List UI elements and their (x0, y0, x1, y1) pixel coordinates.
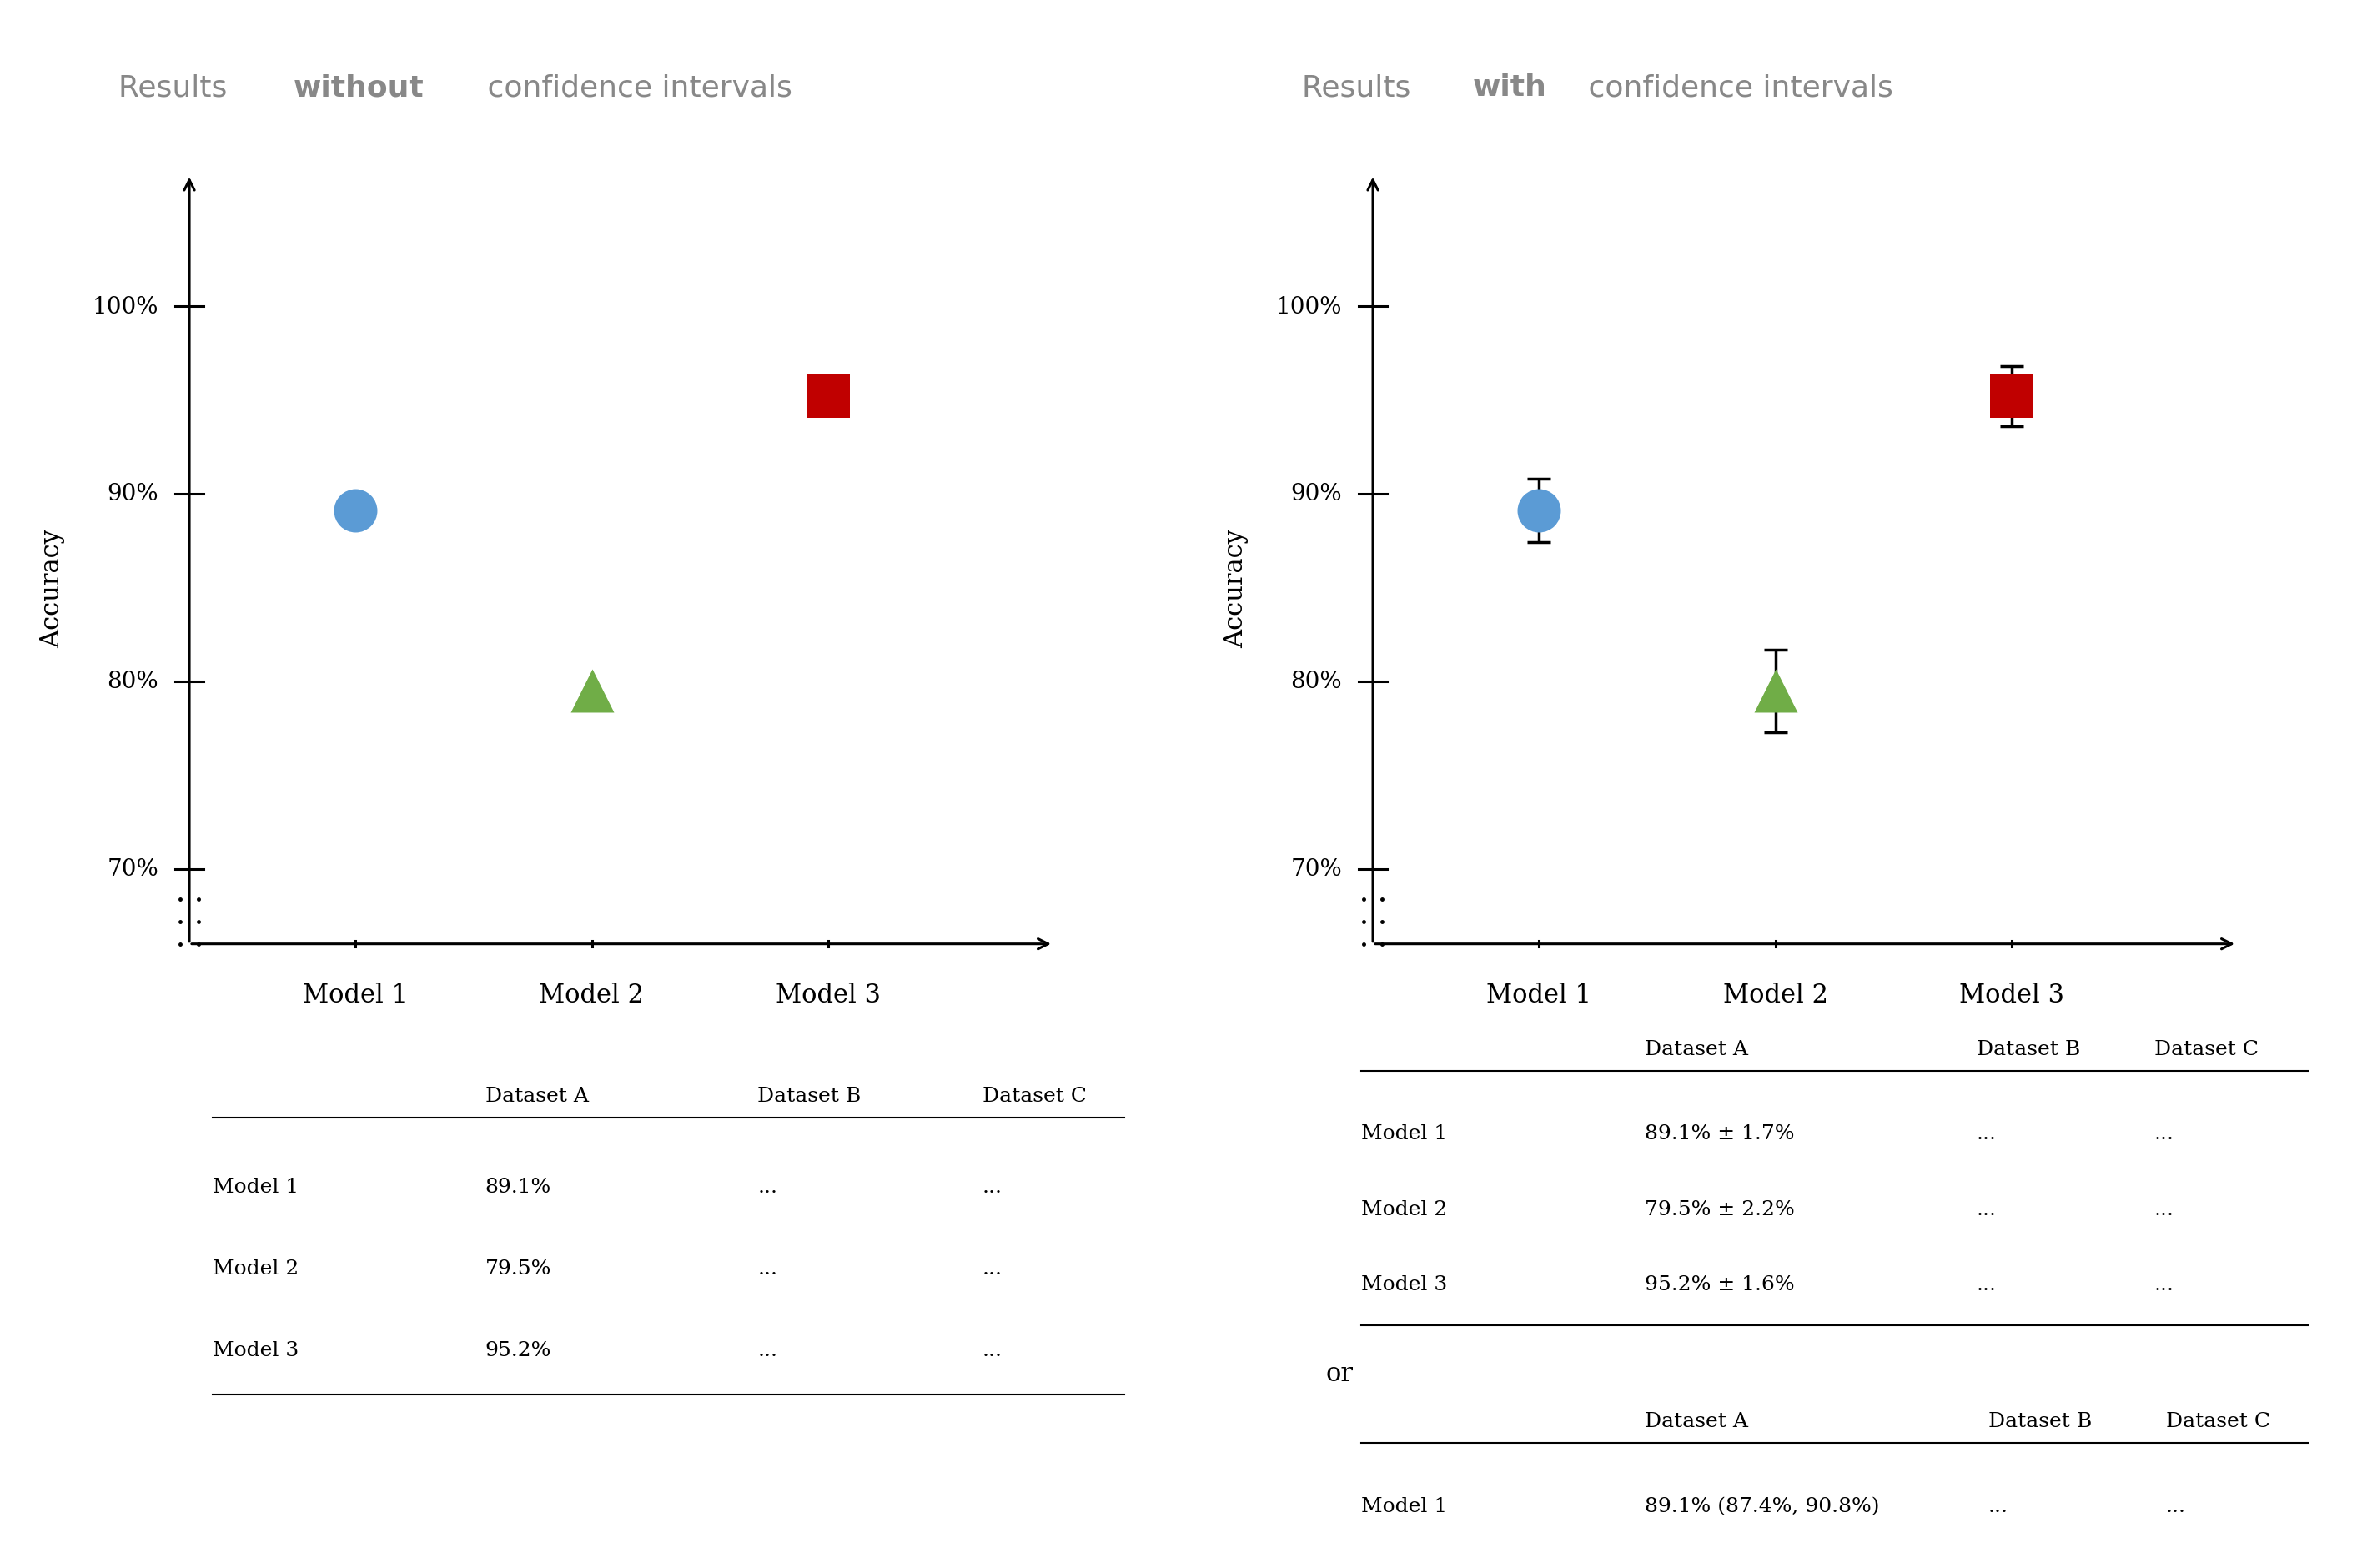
Text: ...: ... (757, 1341, 776, 1359)
Text: with: with (1472, 74, 1546, 102)
Text: 70%: 70% (1290, 858, 1342, 881)
Text: Model 3: Model 3 (1960, 982, 2064, 1008)
Text: Dataset A: Dataset A (1645, 1040, 1749, 1058)
Text: 89.1% (87.4%, 90.8%): 89.1% (87.4%, 90.8%) (1645, 1496, 1879, 1516)
Text: ...: ... (2154, 1124, 2173, 1143)
Text: Model 1: Model 1 (303, 982, 407, 1008)
Point (336, 499, 374, 524)
Text: Accuracy: Accuracy (1224, 528, 1247, 648)
Text: 100%: 100% (92, 295, 159, 318)
Text: Results: Results (118, 74, 237, 102)
Text: 70%: 70% (107, 858, 159, 881)
Text: 95.2%: 95.2% (485, 1341, 552, 1359)
Text: Dataset A: Dataset A (1645, 1411, 1749, 1430)
Text: or: or (1326, 1359, 1354, 1386)
Text: Model 2: Model 2 (1723, 982, 1827, 1008)
Text: ...: ... (2166, 1496, 2185, 1516)
Text: 79.5% ± 2.2%: 79.5% ± 2.2% (1645, 1200, 1794, 1218)
Point (573, 679, 611, 704)
Point (1993, 384, 2031, 409)
Text: Dataset B: Dataset B (1976, 1040, 2081, 1058)
Text: ...: ... (1976, 1200, 1995, 1218)
Text: ...: ... (982, 1178, 1001, 1196)
Text: ...: ... (982, 1341, 1001, 1359)
Text: confidence intervals: confidence intervals (478, 74, 793, 102)
Text: Model 1: Model 1 (1361, 1496, 1446, 1516)
Text: 79.5%: 79.5% (485, 1259, 552, 1278)
Text: Model 3: Model 3 (213, 1341, 298, 1359)
Text: Model 3: Model 3 (776, 982, 881, 1008)
Text: without: without (294, 74, 424, 102)
Text: Dataset C: Dataset C (2154, 1040, 2258, 1058)
Text: Dataset C: Dataset C (982, 1087, 1086, 1105)
Text: Model 1: Model 1 (213, 1178, 298, 1196)
Text: Model 2: Model 2 (540, 982, 644, 1008)
Text: Dataset B: Dataset B (757, 1087, 862, 1105)
Text: ...: ... (2154, 1200, 2173, 1218)
Text: ...: ... (757, 1259, 776, 1278)
Point (810, 384, 847, 409)
Text: Dataset A: Dataset A (485, 1087, 589, 1105)
Text: Accuracy: Accuracy (40, 528, 64, 648)
Text: 80%: 80% (1290, 671, 1342, 693)
Text: 95.2% ± 1.6%: 95.2% ± 1.6% (1645, 1275, 1794, 1294)
Text: confidence intervals: confidence intervals (1579, 74, 1894, 102)
Point (1520, 499, 1557, 524)
Text: 100%: 100% (1276, 295, 1342, 318)
Text: 80%: 80% (107, 671, 159, 693)
Text: Model 1: Model 1 (1361, 1124, 1446, 1143)
Text: ...: ... (2154, 1275, 2173, 1294)
Text: 89.1% ± 1.7%: 89.1% ± 1.7% (1645, 1124, 1794, 1143)
Text: Model 3: Model 3 (1361, 1275, 1446, 1294)
Text: Dataset B: Dataset B (1988, 1411, 2092, 1430)
Text: Model 2: Model 2 (1361, 1200, 1446, 1218)
Text: ...: ... (1976, 1275, 1995, 1294)
Text: 90%: 90% (1290, 483, 1342, 505)
Text: 89.1%: 89.1% (485, 1178, 552, 1196)
Text: ...: ... (1976, 1124, 1995, 1143)
Text: 90%: 90% (107, 483, 159, 505)
Text: ...: ... (757, 1178, 776, 1196)
Text: Results: Results (1302, 74, 1420, 102)
Text: ...: ... (982, 1259, 1001, 1278)
Point (1756, 679, 1794, 704)
Text: ...: ... (1988, 1496, 2007, 1516)
Text: Dataset C: Dataset C (2166, 1411, 2270, 1430)
Text: Model 2: Model 2 (213, 1259, 298, 1278)
Text: Model 1: Model 1 (1486, 982, 1591, 1008)
